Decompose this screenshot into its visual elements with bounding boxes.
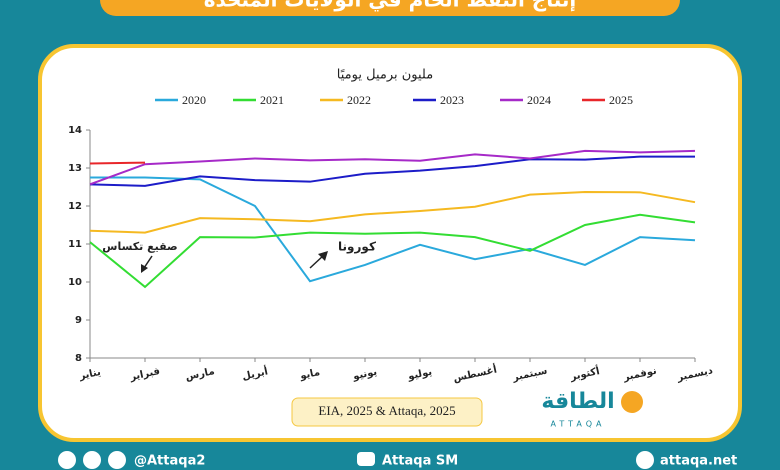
- logo-subtext: ATTAQA: [551, 420, 606, 429]
- youtube-handle: Attaqa SM: [382, 454, 458, 469]
- series-line: [89, 155, 695, 187]
- chart-title: إنتاج النفط الخام في الولايات المتحدة: [204, 0, 577, 13]
- x-tick-label: يناير: [77, 367, 102, 383]
- legend-label: 2020: [182, 93, 206, 107]
- x-tick-label: يونيو: [351, 367, 378, 383]
- annotation-arrowhead: [141, 264, 148, 273]
- legend-label: 2025: [609, 93, 633, 107]
- social-handle: @Attaqa2: [134, 454, 205, 469]
- y-tick-label: 10: [68, 277, 82, 288]
- logo-text: الطاقة: [541, 389, 614, 414]
- y-tick-label: 14: [68, 125, 82, 136]
- facebook-icon: [108, 451, 126, 469]
- legend-label: 2021: [260, 93, 284, 107]
- y-tick-label: 11: [68, 239, 82, 250]
- web-icon: [636, 451, 654, 469]
- y-tick-label: 8: [75, 353, 82, 364]
- series-line: [89, 149, 696, 186]
- legend-label: 2024: [527, 93, 551, 107]
- y-unit-label: مليون برميل يوميًا: [337, 68, 433, 83]
- source-box: [291, 397, 483, 427]
- source: EIA, 2025 & Attaqa, 2025: [318, 403, 455, 418]
- legend-label: 2022: [347, 93, 371, 107]
- x-tick-label: يوليو: [406, 367, 433, 383]
- x-icon: [58, 451, 76, 469]
- series-line: [89, 213, 696, 289]
- annotation-arrow: [143, 255, 153, 269]
- annotation: كورونا: [338, 240, 376, 255]
- legend-label: 2023: [440, 93, 464, 107]
- title-banner: [100, 0, 680, 16]
- annotation-arrowhead: [318, 251, 328, 261]
- instagram-icon: [83, 451, 101, 469]
- x-tick-label: مايو: [298, 367, 321, 382]
- youtube-icon: [357, 452, 375, 466]
- series-line: [90, 176, 696, 283]
- series-line: [89, 190, 696, 234]
- annotation: صقيع تكساس: [102, 240, 177, 253]
- y-tick-label: 12: [68, 201, 82, 212]
- card: [38, 44, 742, 442]
- logo-icon: [621, 391, 643, 413]
- website: attaqa.net: [660, 454, 737, 469]
- series-line: [89, 161, 146, 165]
- y-tick-label: 9: [75, 315, 82, 326]
- y-tick-label: 13: [68, 163, 82, 174]
